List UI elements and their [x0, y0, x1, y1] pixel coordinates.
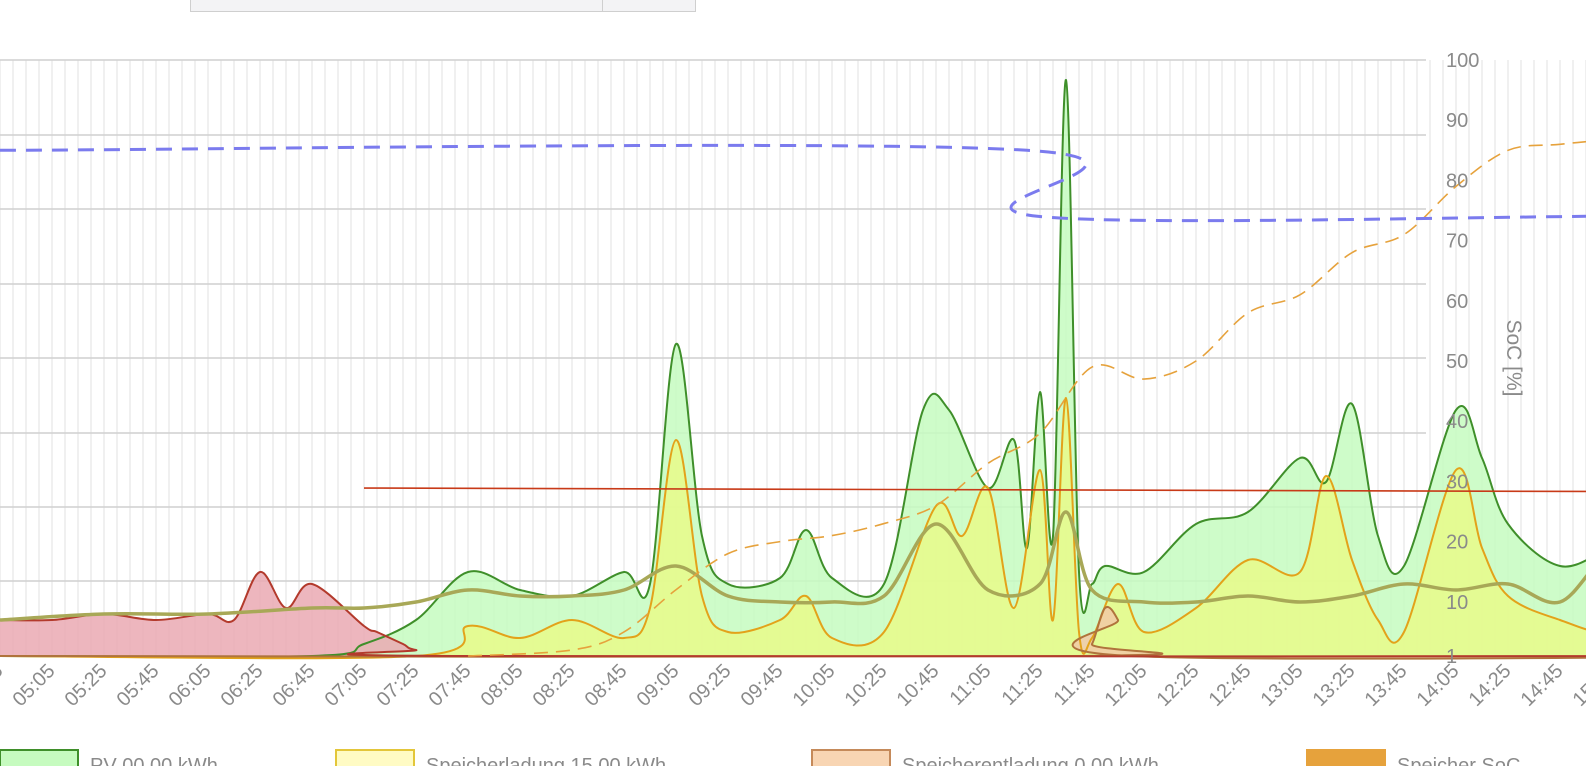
x-tick-label: 12:45 [1205, 660, 1256, 711]
legend-item[interactable]: Speicher SoC [1306, 749, 1520, 766]
x-tick-label: 15:05 [1569, 660, 1586, 711]
x-tick-label: 12:25 [1153, 660, 1204, 711]
legend-swatch [1306, 749, 1386, 766]
right-tick-label: 30 [1446, 471, 1468, 493]
x-tick-label: 14:45 [1517, 660, 1568, 711]
x-tick-label: 05:45 [113, 660, 164, 711]
right-axis-ticks: 1 10 20 30 40 50 60 70 80 90 100 [1446, 50, 1479, 668]
right-tick-label: 1 [1446, 646, 1457, 668]
legend-label: Speicherladung 15,00 kWh [426, 755, 666, 766]
x-tick-label: 09:25 [685, 660, 736, 711]
x-tick-label: 07:05 [321, 660, 372, 711]
x-tick-label: 09:45 [737, 660, 788, 711]
right-tick-label: 100 [1446, 50, 1479, 72]
series-area-speicherladung [0, 397, 1586, 659]
right-tick-label: 80 [1446, 170, 1468, 192]
x-tick-label: 07:45 [425, 660, 476, 711]
x-tick-label: 06:05 [165, 660, 216, 711]
series-line-speicher-soc [467, 140, 1586, 657]
x-tick-label: 05:05 [9, 660, 60, 711]
x-tick-label: 09:05 [633, 660, 684, 711]
time-range-control[interactable] [190, 0, 696, 12]
legend-item[interactable]: Speicherentladung 0,00 kWh [811, 749, 1159, 766]
x-tick-label: 11:25 [998, 660, 1048, 710]
x-tick-label: 10:45 [893, 660, 944, 711]
x-tick-label: 08:45 [581, 660, 632, 711]
legend-label: PV 00,00 kWh [90, 755, 218, 766]
x-tick-label: 05:25 [61, 660, 112, 711]
right-tick-label: 70 [1446, 231, 1468, 253]
legend-label: Speicher SoC [1397, 755, 1520, 766]
x-tick-label: 13:25 [1309, 660, 1360, 711]
legend-item[interactable]: PV 00,00 kWh [0, 749, 218, 766]
x-tick-label: 10:05 [789, 660, 840, 711]
x-tick-label: 06:45 [269, 660, 320, 711]
control-divider [602, 0, 603, 11]
x-tick-label: 14:25 [1465, 660, 1516, 711]
legend-swatch [335, 749, 415, 766]
right-tick-label: 50 [1446, 351, 1468, 373]
x-tick-label: 04:45 [0, 660, 8, 711]
x-tick-label: 08:25 [529, 660, 580, 711]
x-tick-label: 10:25 [841, 660, 892, 711]
legend-label: Speicherentladung 0,00 kWh [902, 755, 1159, 766]
right-tick-label: 90 [1446, 110, 1468, 132]
series-line-speicherladung [0, 396, 1586, 660]
x-tick-label: 08:05 [477, 660, 528, 711]
series-line-grenzwert [363, 487, 1586, 493]
x-tick-label: 11:05 [946, 660, 996, 710]
series-line-pv [0, 78, 1586, 658]
chart-areas [0, 79, 1586, 659]
right-tick-label: 10 [1446, 592, 1468, 614]
x-tick-label: 13:05 [1257, 660, 1308, 711]
legend-item[interactable]: Speicherladung 15,00 kWh [335, 749, 666, 766]
series-area-verbrauch [0, 571, 1586, 657]
legend-swatch [0, 749, 79, 766]
right-tick-label: 20 [1446, 532, 1468, 554]
series-line-soc-ladeziel [0, 143, 1586, 223]
right-tick-label: 60 [1446, 291, 1468, 313]
x-axis-ticks: 04:45 05:05 05:25 05:45 06:05 06:25 06:45 07:05… [0, 660, 1586, 711]
right-axis-title: SoC [%] [1502, 319, 1525, 396]
series-line-verbrauch [0, 571, 1586, 658]
series-line-last [0, 510, 1586, 622]
right-tick-label: 40 [1446, 411, 1468, 433]
legend-swatch [811, 749, 891, 766]
chart-legend: PV 00,00 kWh Speicherladung 15,00 kWh Spei… [0, 749, 1520, 766]
x-tick-label: 12:05 [1101, 660, 1152, 711]
x-tick-label: 07:25 [373, 660, 424, 711]
x-tick-label: 11:45 [1050, 660, 1100, 710]
chart-lines [0, 78, 1586, 660]
x-tick-label: 06:25 [217, 660, 268, 711]
x-tick-label: 13:45 [1361, 660, 1412, 711]
